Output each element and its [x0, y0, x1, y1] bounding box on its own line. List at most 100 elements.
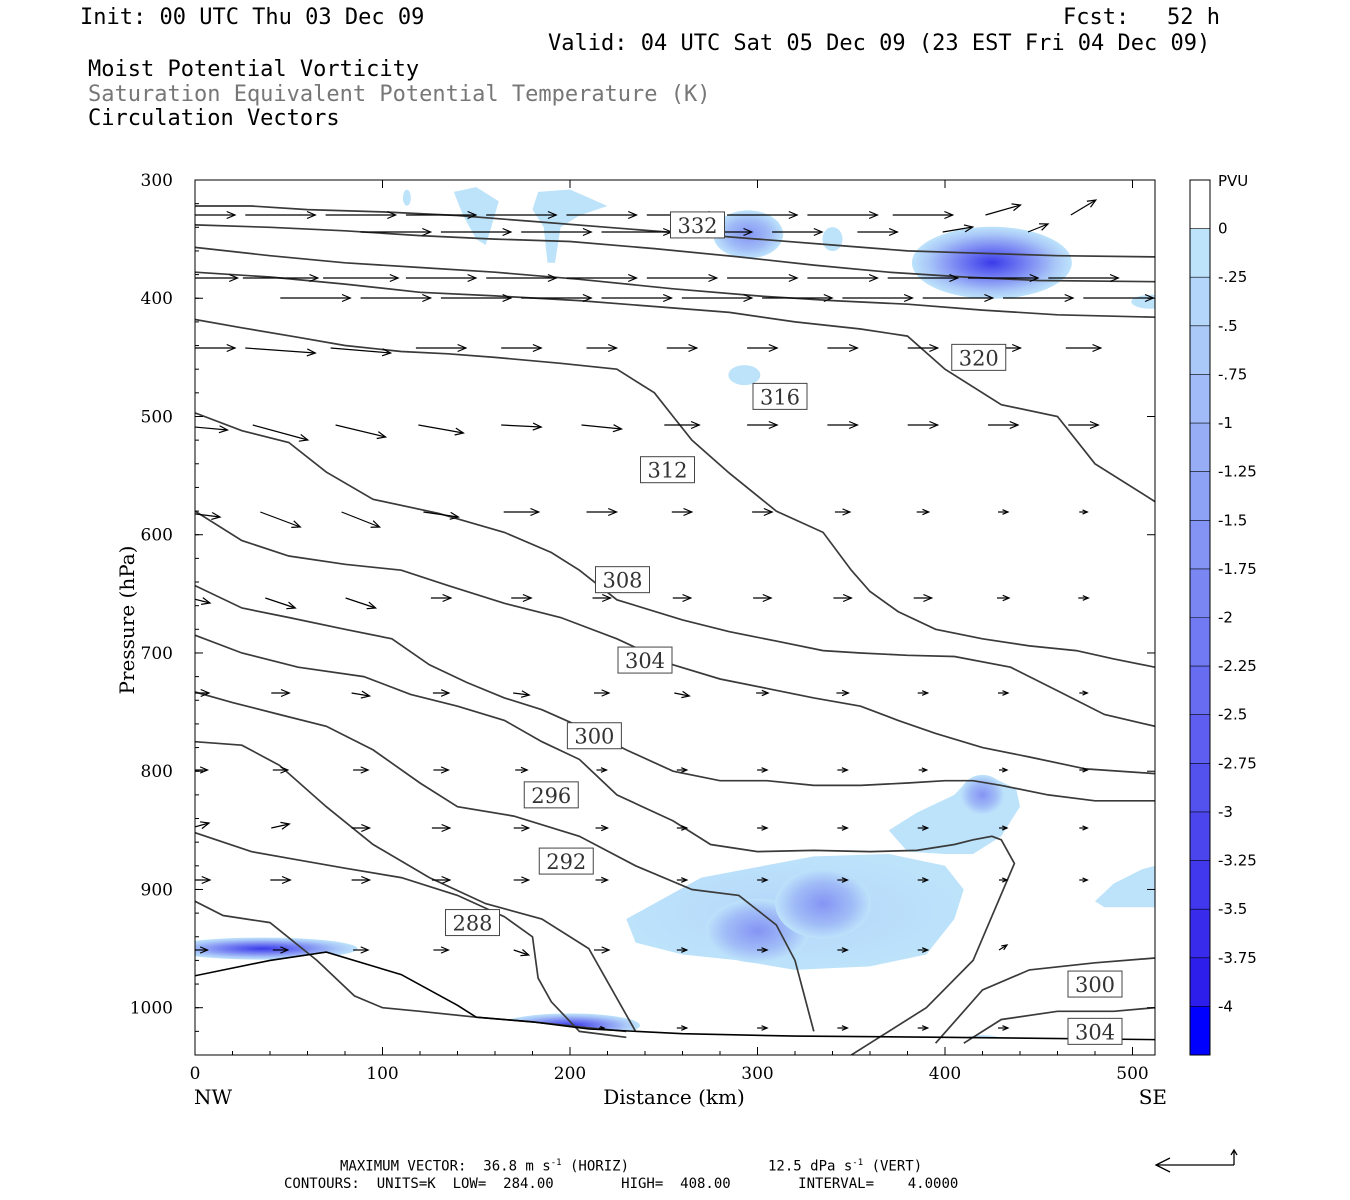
vector-arrow-head — [281, 875, 292, 885]
vector-arrow-head — [467, 210, 478, 220]
y-tick-label: 600 — [141, 526, 173, 546]
vector-arrow-head — [199, 766, 210, 774]
pv-shade-region — [822, 227, 843, 252]
vector-arrow-head — [376, 431, 388, 440]
vector-arrow-head — [298, 433, 310, 442]
vector-arrow-head — [612, 424, 624, 433]
pv-shade-region — [911, 226, 1072, 299]
field-title-vectors: Circulation Vectors — [88, 106, 340, 131]
forecast-label: Fcst: — [1063, 5, 1130, 30]
vector-arrow-head — [944, 210, 955, 220]
vector-arrow-head — [682, 593, 693, 603]
vector-arrow-head — [199, 946, 210, 954]
vector-arrow-head — [708, 273, 719, 283]
theta-contour-line — [195, 205, 1155, 258]
vector-arrow-head — [440, 766, 450, 774]
vector-arrow-head — [761, 947, 769, 953]
colorbar-tick-label: -2 — [1218, 609, 1233, 627]
vector-arrow-head — [1082, 825, 1089, 831]
vector-arrow-head — [949, 273, 960, 283]
vector-arrow-head — [502, 293, 513, 303]
x-tick-label: 300 — [741, 1064, 773, 1084]
vector-arrow-head — [921, 767, 929, 773]
vector-arrow-head — [1082, 690, 1089, 696]
vector-arrow-head — [1038, 223, 1050, 231]
max-vector-text: MAXIMUM VECTOR: 36.8 m s-1 (HORIZ) — [340, 1159, 629, 1174]
colorbar-tick-label: -3 — [1218, 803, 1233, 821]
plot-frame — [194, 179, 1156, 1056]
vector-arrow-head — [1082, 595, 1090, 601]
vector-arrow-head — [454, 427, 465, 436]
colorbar: 0 -.25 -.5 -.75 -1 -1.25 -1.5 -1.75 -2 -2.25 -2.5 -… — [1189, 179, 1257, 1056]
vector-arrow-head — [848, 420, 859, 430]
vector-arrow-head — [1002, 1025, 1010, 1031]
max-vector-value: MAXIMUM VECTOR: 36.8 m s — [340, 1158, 551, 1175]
vector-arrow-head — [582, 293, 593, 303]
contour-label-box — [640, 456, 695, 484]
vector-arrow-head — [532, 422, 543, 431]
vector-arrow-head — [467, 273, 478, 283]
contour-label-box — [595, 566, 650, 594]
colorbar-tick-label: -3.75 — [1218, 949, 1257, 967]
vector-arrow-head — [1086, 199, 1098, 208]
colorbar-segment — [1190, 666, 1210, 716]
vector-arrow-head — [361, 875, 372, 885]
vector-arrow-head — [681, 1025, 689, 1031]
colorbar-segment — [1190, 277, 1210, 327]
vector-arrow-head — [441, 823, 452, 833]
contour-label: 320 — [959, 346, 999, 370]
vector-arrow-head — [306, 348, 317, 357]
vector-arrow-head — [743, 293, 754, 303]
y-tick-label: 800 — [141, 762, 173, 782]
vector-arrow — [265, 597, 296, 609]
vector-arrow — [341, 511, 380, 528]
theta-contour-line — [195, 510, 1155, 775]
vector-arrow-head — [923, 593, 934, 603]
y-tick-label: 1000 — [130, 999, 173, 1019]
vector-arrow-head — [841, 825, 849, 831]
vector-arrow-head — [1001, 944, 1009, 951]
vector-arrow-head — [360, 946, 370, 954]
theta-contour-line — [934, 957, 1155, 1044]
reference-vector — [1154, 1148, 1238, 1173]
vector-arrow-head — [200, 688, 211, 698]
vector-arrow — [985, 204, 1021, 216]
colorbar-segment — [1190, 374, 1210, 424]
vector-arrow-head — [442, 593, 453, 603]
terrain-line — [195, 951, 1155, 1041]
vector-arrow-head — [389, 273, 400, 283]
theta-contour-line — [195, 318, 1155, 669]
vector-arrow-head — [627, 273, 639, 283]
vector-arrow-head — [226, 210, 237, 220]
colorbar-tick-label: -3.5 — [1218, 900, 1247, 918]
colorbar-tick-label: 0 — [1218, 220, 1228, 238]
vector-arrow-head — [761, 1025, 769, 1031]
x-axis-label: Distance (km) — [603, 1085, 745, 1109]
pv-shade-region — [728, 365, 761, 386]
vector-arrow-head — [662, 293, 674, 303]
vector-arrow-head — [211, 511, 222, 521]
colorbar-segment — [1190, 714, 1210, 764]
vector-arrow-head — [681, 690, 691, 699]
contour-labels: 288 292 296 300 304 308 312 316 320 332 300 304 — [445, 211, 1123, 1045]
x-tick-label: 400 — [929, 1064, 961, 1084]
vector-arrow — [195, 598, 211, 604]
vector-arrow-head — [286, 601, 297, 610]
vector-arrow-head — [440, 689, 451, 697]
vector-arrow-head — [1109, 273, 1120, 283]
vector-arrow-head — [681, 825, 689, 831]
vector-arrow-head — [683, 507, 694, 517]
vector-arrow-head — [520, 690, 531, 698]
vector-arrow-head — [201, 875, 212, 885]
vector-arrow-head — [600, 1025, 606, 1031]
colorbar-segment — [1190, 471, 1210, 521]
vector-arrow — [345, 597, 376, 609]
colorbar-segment — [1190, 617, 1210, 667]
vector-arrow — [195, 513, 221, 518]
vector-arrow-head — [532, 343, 543, 353]
colorbar-segment — [1190, 763, 1210, 813]
vector-arrow-head — [387, 210, 398, 220]
colorbar-tick-label: -4 — [1218, 997, 1233, 1015]
vector-arrow-head — [823, 293, 834, 303]
theta-contour-line — [195, 634, 1016, 1055]
